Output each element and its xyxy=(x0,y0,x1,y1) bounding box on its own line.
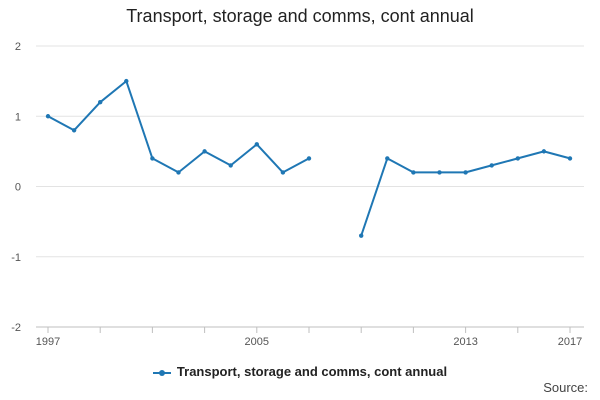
chart-title: Transport, storage and comms, cont annua… xyxy=(126,6,474,26)
series-line xyxy=(47,80,310,174)
y-tick-label: 2 xyxy=(15,41,21,53)
series-layer xyxy=(45,78,573,238)
data-point[interactable] xyxy=(359,233,364,238)
x-tick-label: 2017 xyxy=(558,336,582,348)
data-point[interactable] xyxy=(45,114,51,119)
data-point[interactable] xyxy=(541,149,547,154)
data-point[interactable] xyxy=(463,170,468,175)
series-line xyxy=(360,150,571,237)
source-label: Source: xyxy=(543,380,588,395)
y-tick-label: 1 xyxy=(15,111,21,123)
data-point[interactable] xyxy=(202,149,207,154)
y-tick-label: 0 xyxy=(15,182,21,194)
data-point[interactable] xyxy=(228,163,233,168)
y-tick-label: -2 xyxy=(11,322,21,334)
data-point[interactable] xyxy=(254,142,259,147)
x-axis xyxy=(36,326,584,333)
data-point[interactable] xyxy=(385,156,390,161)
data-point[interactable] xyxy=(176,170,181,175)
data-point[interactable] xyxy=(567,156,573,161)
legend-label: Transport, storage and comms, cont annua… xyxy=(176,364,448,379)
legend-swatch xyxy=(152,368,171,378)
data-point[interactable] xyxy=(515,156,520,161)
data-point[interactable] xyxy=(280,170,286,175)
data-point[interactable] xyxy=(411,170,416,175)
data-point[interactable] xyxy=(150,156,155,161)
x-tick-label: 2005 xyxy=(245,336,269,348)
legend: Transport, storage and comms, cont annua… xyxy=(0,364,600,379)
data-point[interactable] xyxy=(489,163,494,168)
data-point[interactable] xyxy=(124,78,129,84)
data-point[interactable] xyxy=(437,170,442,175)
x-axis-labels: 1997 2005 2013 2017 xyxy=(36,336,582,348)
y-tick-label: -1 xyxy=(11,252,21,264)
data-point[interactable] xyxy=(98,100,103,105)
x-tick-label: 2013 xyxy=(453,336,477,348)
x-tick-label: 1997 xyxy=(36,336,60,348)
data-point[interactable] xyxy=(306,156,312,161)
y-axis-labels: -2 -1 0 1 2 xyxy=(11,41,21,334)
data-point[interactable] xyxy=(71,128,77,133)
